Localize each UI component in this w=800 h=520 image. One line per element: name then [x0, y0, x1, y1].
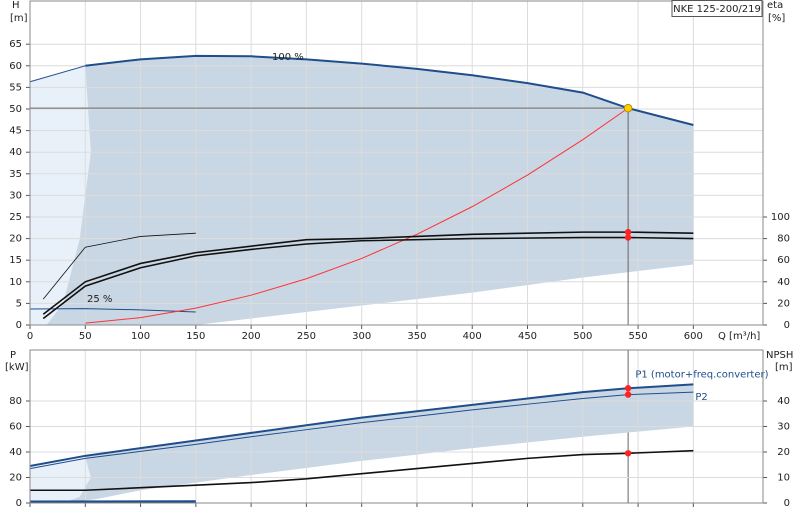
- x-tick-label: 300: [352, 331, 371, 342]
- x-tick-label: 150: [186, 331, 205, 342]
- annotation: 25 %: [87, 294, 112, 305]
- operating-range: [30, 457, 91, 503]
- y-tick-label: 60: [9, 61, 22, 72]
- y2-tick-label: 100: [771, 212, 790, 223]
- curve-label: P2: [695, 392, 707, 403]
- y2-tick-label: 0: [784, 320, 790, 331]
- curve: [85, 54, 694, 126]
- chart-title: NKE 125-200/219: [673, 4, 761, 15]
- y-tick-label: 25: [9, 212, 22, 223]
- plot-frame: [29, 349, 764, 504]
- x-tick-label: 500: [573, 331, 592, 342]
- curve-label: P1 (motor+freq.converter): [635, 369, 768, 380]
- y-tick-label: 30: [9, 190, 22, 201]
- y-axis-label: H: [12, 0, 20, 11]
- curve: [30, 449, 694, 492]
- title-box: [671, 0, 763, 17]
- y2-tick-label: 20: [777, 447, 790, 458]
- x-tick-label: 550: [629, 331, 648, 342]
- y-tick-label: 20: [9, 234, 22, 245]
- y-axis-label: P: [10, 350, 16, 361]
- y2-tick-label: 40: [777, 396, 790, 407]
- y2-tick-label: 60: [777, 255, 790, 266]
- y-tick-label: 45: [9, 126, 22, 137]
- x-tick-label: 600: [684, 331, 703, 342]
- y-tick-label: 15: [9, 255, 22, 266]
- y-tick-label: 0: [16, 498, 22, 509]
- y-tick-label: 20: [9, 473, 22, 484]
- duty-point: [623, 103, 633, 113]
- y-axis-unit: [kW]: [5, 362, 29, 373]
- y-tick-label: 35: [9, 169, 22, 180]
- marker: [624, 450, 632, 457]
- curve: [42, 232, 196, 300]
- x-tick-label: 50: [79, 331, 92, 342]
- y-tick-label: 50: [9, 104, 22, 115]
- marker: [624, 385, 632, 392]
- y-axis-unit: [m]: [10, 13, 28, 24]
- y2-axis-unit: [m]: [775, 362, 793, 373]
- y-tick-label: 5: [16, 298, 22, 309]
- x-tick-label: 250: [297, 331, 316, 342]
- y-tick-label: 40: [9, 447, 22, 458]
- curve: [29, 308, 196, 313]
- y-tick-label: 10: [9, 277, 22, 288]
- x-tick-label: 0: [27, 331, 33, 342]
- y2-tick-label: 20: [777, 298, 790, 309]
- plot-frame: [29, 0, 764, 326]
- y2-axis-label: NPSH: [766, 350, 793, 361]
- y-tick-label: 0: [16, 320, 22, 331]
- x-axis-label: Q [m³/h]: [718, 331, 760, 342]
- curve: [85, 107, 629, 324]
- marker: [624, 228, 632, 236]
- y-tick-label: 60: [9, 422, 22, 433]
- curve: [42, 236, 694, 320]
- y2-tick-label: 30: [777, 422, 790, 433]
- y2-tick-label: 40: [777, 277, 790, 288]
- x-tick-label: 450: [518, 331, 537, 342]
- y2-tick-label: 80: [777, 234, 790, 245]
- y2-axis-label: eta: [767, 0, 783, 11]
- x-tick-label: 400: [463, 331, 482, 342]
- operating-range: [63, 384, 694, 503]
- operating-range: [46, 55, 694, 325]
- x-tick-label: 350: [407, 331, 426, 342]
- y2-tick-label: 10: [777, 473, 790, 484]
- y2-axis-unit: [%]: [768, 13, 785, 24]
- curve: [42, 231, 694, 315]
- x-tick-label: 100: [131, 331, 150, 342]
- curve: [29, 65, 86, 83]
- y-tick-label: 55: [9, 82, 22, 93]
- annotation: 100 %: [272, 52, 304, 63]
- curve: [29, 391, 694, 470]
- marker: [624, 234, 632, 241]
- y2-tick-label: 0: [784, 498, 790, 509]
- marker: [624, 391, 632, 398]
- y-tick-label: 80: [9, 396, 22, 407]
- x-tick-label: 200: [242, 331, 261, 342]
- y-tick-label: 40: [9, 147, 22, 158]
- y-tick-label: 65: [9, 39, 22, 50]
- curve: [29, 383, 694, 468]
